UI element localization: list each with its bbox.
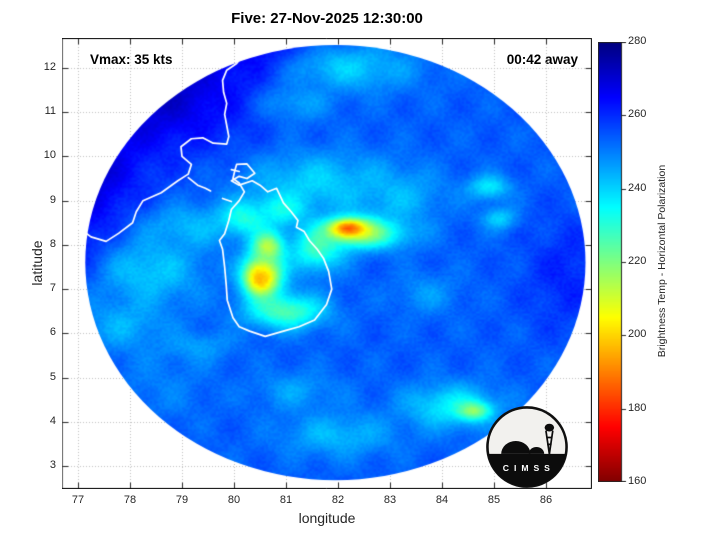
y-tick-label: 3 bbox=[49, 459, 56, 471]
y-tick-label: 9 bbox=[49, 193, 56, 206]
x-tick-label: 82 bbox=[331, 494, 345, 506]
x-tick-label: 81 bbox=[279, 494, 293, 506]
y-tick-label: 4 bbox=[49, 414, 56, 427]
colorbar-tick-label: 260 bbox=[628, 108, 647, 121]
colorbar-tick-label: 200 bbox=[628, 328, 647, 341]
colorbar-tick-label: 180 bbox=[628, 401, 647, 414]
x-tick-label: 83 bbox=[383, 494, 397, 506]
y-tick-label: 10 bbox=[43, 149, 56, 162]
y-tick-label: 12 bbox=[43, 60, 56, 73]
colorbar-tick-label: 220 bbox=[628, 255, 647, 267]
x-tick-label: 86 bbox=[539, 494, 553, 506]
x-tick-label: 77 bbox=[71, 494, 85, 506]
water-tower-icon bbox=[545, 430, 554, 455]
colorbar-tick-label: 280 bbox=[628, 35, 647, 47]
colorbar-tick-label: 240 bbox=[628, 181, 647, 194]
colorbar bbox=[598, 42, 628, 482]
y-tick-label: 7 bbox=[49, 282, 56, 295]
page-title: Five: 27-Nov-2025 12:30:00 bbox=[231, 10, 423, 27]
x-tick-label: 79 bbox=[175, 494, 189, 506]
x-axis-label: longitude bbox=[298, 510, 356, 526]
x-tick-label: 80 bbox=[227, 494, 241, 506]
y-tick-label: 6 bbox=[49, 326, 56, 339]
x-tick-label: 85 bbox=[487, 494, 501, 506]
logo-text: C I M S S bbox=[503, 463, 551, 473]
colorbar-tick-label: 160 bbox=[628, 475, 647, 487]
cimss-logo-svg: C I M S S bbox=[486, 406, 568, 488]
y-tick-label: 8 bbox=[49, 237, 56, 250]
small-dome-icon bbox=[528, 447, 545, 454]
x-tick-label: 84 bbox=[435, 494, 449, 506]
observatory-dome-icon bbox=[501, 440, 531, 454]
y-tick-label: 11 bbox=[44, 105, 56, 118]
cimss-logo: C I M S S bbox=[484, 404, 570, 490]
tower-tank-icon bbox=[544, 423, 555, 432]
x-tick-label: 78 bbox=[123, 494, 137, 506]
y-tick-label: 5 bbox=[49, 370, 56, 383]
